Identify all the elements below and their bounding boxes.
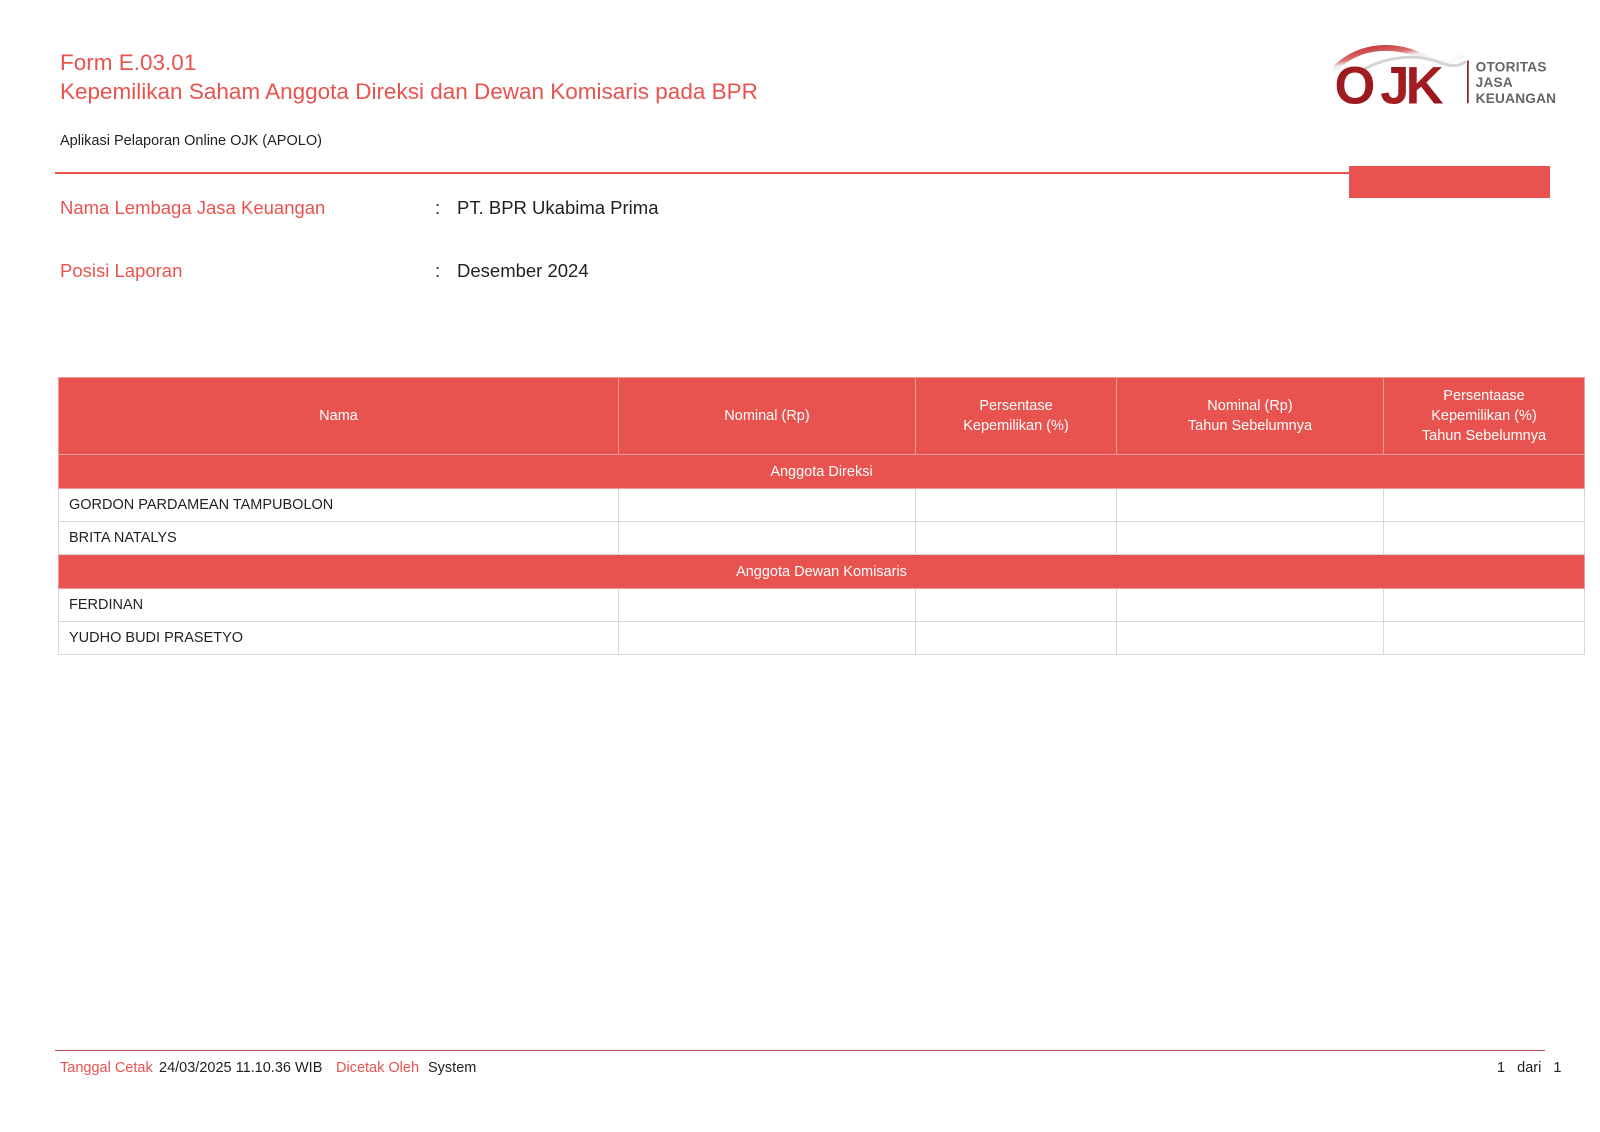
svg-text:OTORITAS: OTORITAS xyxy=(1476,60,1547,75)
svg-text:O: O xyxy=(1335,56,1374,113)
svg-text:JK: JK xyxy=(1380,56,1443,113)
svg-text:KEUANGAN: KEUANGAN xyxy=(1476,91,1557,106)
svg-text:JASA: JASA xyxy=(1476,75,1513,90)
